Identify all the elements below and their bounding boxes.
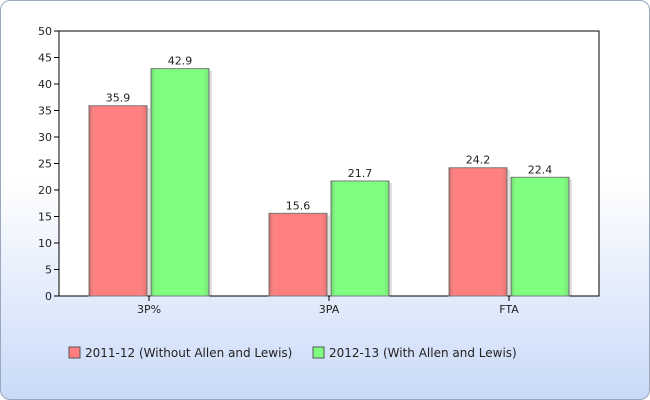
y-tick-label: 10 xyxy=(38,237,52,250)
legend-swatch xyxy=(68,346,81,359)
legend-label[interactable]: 2011-12 (Without Allen and Lewis) xyxy=(85,346,292,360)
data-label: 15.6 xyxy=(286,199,311,212)
data-label: 22.4 xyxy=(528,163,553,176)
bar-highlight xyxy=(331,180,389,296)
x-tick-label: 3PA xyxy=(319,303,340,316)
y-tick-label: 0 xyxy=(45,290,52,303)
x-tick-label: FTA xyxy=(499,303,519,316)
data-label: 21.7 xyxy=(348,167,373,180)
bar-highlight xyxy=(269,213,327,296)
y-tick-label: 25 xyxy=(38,158,52,171)
bar-highlight xyxy=(89,105,147,296)
y-axis: 0 5 10 15 20 25 30 35 40 45 50 xyxy=(38,25,59,303)
bar-highlight xyxy=(151,68,209,296)
y-tick-label: 40 xyxy=(38,78,52,91)
bars-group: 35.9 42.9 15.6 21.7 24.2 22.4 xyxy=(88,55,572,297)
y-tick-label: 50 xyxy=(38,25,52,38)
legend-swatch xyxy=(312,346,325,359)
bar-highlight xyxy=(449,167,507,296)
legend: 2011-12 (Without Allen and Lewis) 2012-13… xyxy=(68,346,517,360)
bar-highlight xyxy=(511,177,569,296)
legend-label[interactable]: 2012-13 (With Allen and Lewis) xyxy=(329,346,517,360)
x-axis: 3P% 3PA FTA xyxy=(137,296,519,316)
data-label: 35.9 xyxy=(106,92,131,105)
data-label: 24.2 xyxy=(466,154,491,167)
y-tick-label: 20 xyxy=(38,184,52,197)
x-tick-label: 3P% xyxy=(137,303,161,316)
y-tick-label: 5 xyxy=(45,264,52,277)
y-tick-label: 45 xyxy=(38,52,52,65)
data-label: 42.9 xyxy=(168,55,193,68)
y-tick-label: 35 xyxy=(38,105,52,118)
plot-area xyxy=(58,30,600,297)
y-tick-label: 30 xyxy=(38,131,52,144)
y-tick-label: 15 xyxy=(38,211,52,224)
